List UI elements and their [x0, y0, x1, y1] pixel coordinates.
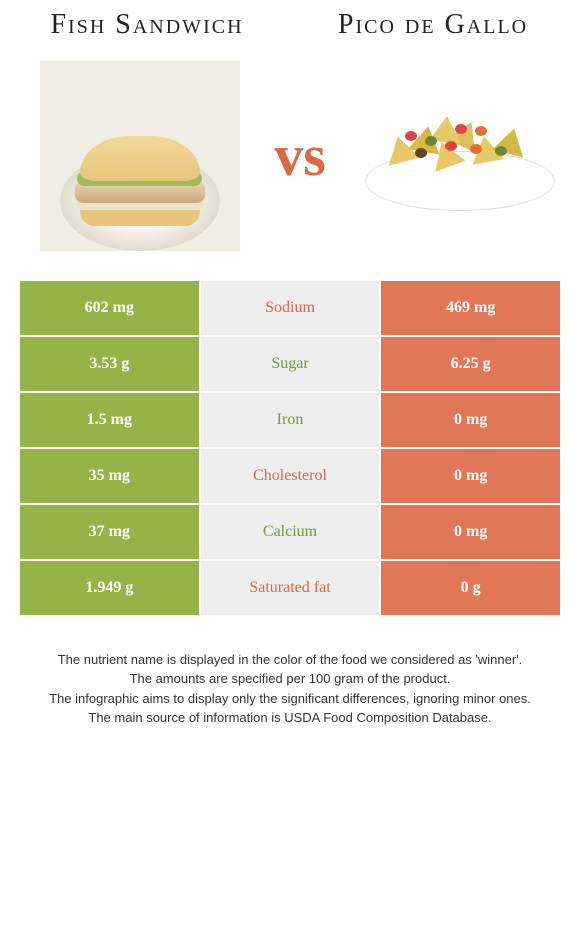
value-right: 469 mg — [379, 281, 560, 335]
value-left: 1.949 g — [20, 559, 199, 615]
food-image-left — [40, 61, 240, 251]
value-right: 0 mg — [379, 447, 560, 503]
value-right: 0 mg — [379, 503, 560, 559]
nutrient-table: 602 mgSodium469 mg3.53 gSugar6.25 g1.5 m… — [20, 281, 560, 615]
table-row: 35 mgCholesterol0 mg — [20, 447, 560, 503]
value-left: 1.5 mg — [20, 391, 199, 447]
table-row: 1.5 mgIron0 mg — [20, 391, 560, 447]
table-row: 3.53 gSugar6.25 g — [20, 335, 560, 391]
value-left: 3.53 g — [20, 335, 199, 391]
footer-line: The nutrient name is displayed in the co… — [20, 650, 560, 670]
footer-line: The infographic aims to display only the… — [20, 689, 560, 709]
nutrient-label: Saturated fat — [199, 559, 380, 615]
value-left: 602 mg — [20, 281, 199, 335]
value-right: 0 mg — [379, 391, 560, 447]
value-right: 0 g — [379, 559, 560, 615]
footer-notes: The nutrient name is displayed in the co… — [20, 650, 560, 728]
table-row: 37 mgCalcium0 mg — [20, 503, 560, 559]
image-row: vs — [0, 41, 580, 271]
table-row: 602 mgSodium469 mg — [20, 281, 560, 335]
nutrient-label: Cholesterol — [199, 447, 380, 503]
title-right: Pico de Gallo — [316, 10, 550, 41]
table-row: 1.949 gSaturated fat0 g — [20, 559, 560, 615]
value-left: 35 mg — [20, 447, 199, 503]
vs-label: vs — [274, 122, 326, 189]
title-left: Fish Sandwich — [30, 10, 264, 41]
nutrient-label: Sodium — [199, 281, 380, 335]
footer-line: The amounts are specified per 100 gram o… — [20, 669, 560, 689]
header: Fish Sandwich Pico de Gallo — [0, 0, 580, 41]
food-image-right — [360, 96, 560, 216]
nutrient-label: Calcium — [199, 503, 380, 559]
value-right: 6.25 g — [379, 335, 560, 391]
footer-line: The main source of information is USDA F… — [20, 708, 560, 728]
value-left: 37 mg — [20, 503, 199, 559]
nutrient-label: Iron — [199, 391, 380, 447]
nutrient-label: Sugar — [199, 335, 380, 391]
